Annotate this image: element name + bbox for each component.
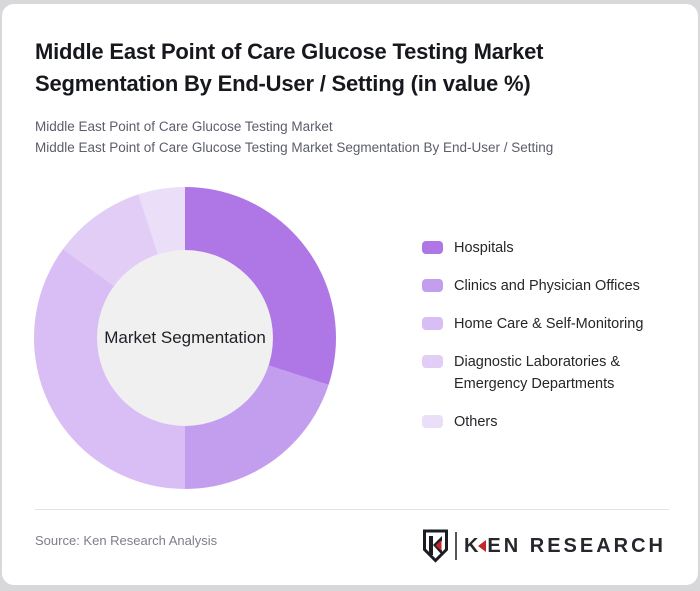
donut-center: Market Segmentation [97, 250, 273, 426]
chart-subtitle: Middle East Point of Care Glucose Testin… [35, 116, 675, 158]
wordmark-k: K [463, 534, 482, 557]
red-triangle-icon [478, 540, 487, 552]
legend-item: Diagnostic Laboratories & Emergency Depa… [422, 351, 682, 395]
subtitle-line-1: Middle East Point of Care Glucose Testin… [35, 119, 333, 134]
donut-chart: Market Segmentation [34, 187, 336, 489]
legend-swatch [422, 317, 443, 330]
legend-label: Others [454, 414, 498, 430]
legend-label: Diagnostic Laboratories & Emergency Depa… [454, 354, 621, 392]
source-note: Source: Ken Research Analysis [35, 533, 218, 548]
shield-k-icon [422, 529, 448, 563]
legend-item: Clinics and Physician Offices [422, 275, 682, 297]
legend-label: Home Care & Self-Monitoring [454, 316, 644, 332]
infographic-card: Middle East Point of Care Glucose Testin… [2, 4, 698, 585]
legend-label: Hospitals [454, 240, 514, 256]
logo-separator [454, 532, 457, 560]
chart-center-label: Market Segmentation [104, 328, 266, 347]
chart-legend: Hospitals Clinics and Physician Offices Ho… [422, 237, 682, 433]
legend-swatch [422, 415, 443, 428]
legend-label: Clinics and Physician Offices [454, 278, 640, 294]
legend-swatch [422, 355, 443, 368]
legend-item: Home Care & Self-Monitoring [422, 313, 682, 335]
legend-swatch [422, 241, 443, 254]
legend-swatch [422, 279, 443, 292]
ken-research-logo: K EN RESEARCH [422, 528, 666, 564]
wordmark-rest: EN RESEARCH [487, 534, 666, 557]
legend-item: Hospitals [422, 237, 682, 259]
logo-wordmark: K EN RESEARCH [464, 535, 666, 558]
page-title: Middle East Point of Care Glucose Testin… [35, 39, 544, 96]
footer-divider [35, 509, 669, 510]
legend-item: Others [422, 411, 682, 433]
subtitle-line-2: Middle East Point of Care Glucose Testin… [35, 140, 554, 155]
